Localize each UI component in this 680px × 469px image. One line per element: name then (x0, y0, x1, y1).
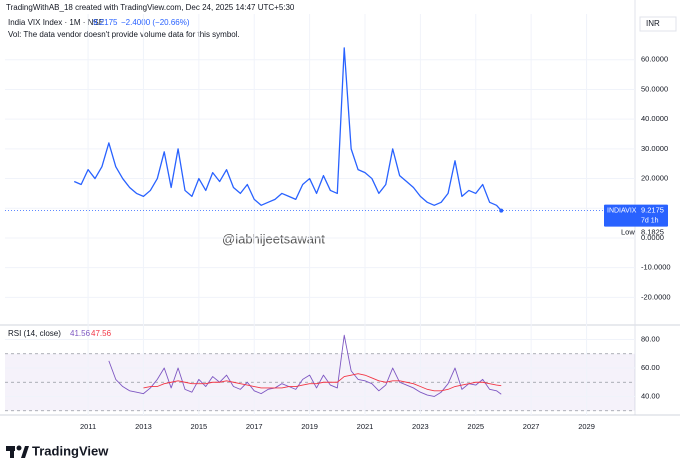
y-tick-label: 40.0000 (641, 114, 668, 123)
price-tag (604, 204, 668, 227)
x-tick-label: 2025 (467, 422, 484, 431)
logo[interactable]: TradingView (6, 443, 109, 458)
x-tick-label: 2029 (578, 422, 595, 431)
logo-mark (10, 446, 14, 458)
y-tick-label: 60.0000 (641, 55, 668, 64)
x-tick-label: 2017 (246, 422, 263, 431)
last-value: 9.2175 (93, 18, 118, 27)
y-tick-label: 80.00 (641, 335, 660, 344)
y-tick-label: 40.00 (641, 391, 660, 400)
currency[interactable]: INR (646, 19, 660, 28)
x-tick-label: 2021 (357, 422, 374, 431)
watermark: @iabhijeetsawant (222, 231, 325, 246)
y-tick-label: -20.0000 (641, 292, 671, 301)
logo-mark (21, 446, 29, 458)
rsi-ma-value: 47.56 (91, 329, 112, 338)
series-line (143, 373, 502, 392)
x-tick-label: 2011 (80, 422, 96, 431)
countdown: 7d 1h (641, 217, 659, 224)
x-tick-label: 2027 (523, 422, 540, 431)
low-label: Low (621, 228, 635, 237)
series-line (108, 334, 502, 397)
low-value: 8.1825 (641, 228, 664, 237)
last-point (499, 208, 504, 213)
x-tick-label: 2013 (135, 422, 152, 431)
y-tick-label: 0.0000 (641, 233, 664, 242)
price-tag-name: INDIAVIX (607, 207, 637, 214)
y-tick-label: 50.0000 (641, 84, 668, 93)
attribution: TradingWithAB_18 created with TradingVie… (6, 3, 295, 12)
rsi-value: 41.56 (70, 329, 91, 338)
x-tick-label: 2023 (412, 422, 429, 431)
y-tick-label: -10.0000 (641, 263, 671, 272)
price-tag-value: 9.2175 (641, 206, 664, 215)
currency-box[interactable] (639, 16, 677, 32)
logo-mark (16, 445, 22, 451)
y-tick-label: 20.0000 (641, 174, 668, 183)
change: −2.4000 (−20.66%) (121, 18, 190, 27)
y-tick-label: 60.00 (641, 363, 660, 372)
x-tick-label: 2019 (301, 422, 318, 431)
rsi-title: RSI (14, close) (8, 329, 61, 338)
series-line (73, 47, 502, 212)
x-tick-label: 2015 (191, 422, 208, 431)
logo-text: TradingView (32, 443, 109, 458)
y-tick-label: 30.0000 (641, 144, 668, 153)
volume-note: Vol: The data vendor doesn't provide vol… (8, 30, 240, 39)
symbol: India VIX Index · 1M · NSE (8, 18, 104, 27)
